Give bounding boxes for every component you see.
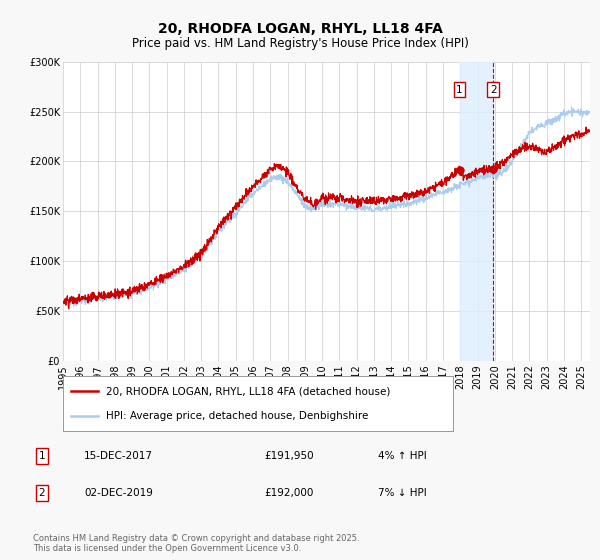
Text: 4% ↑ HPI: 4% ↑ HPI <box>378 451 427 461</box>
Text: 2: 2 <box>490 85 497 95</box>
Text: 7% ↓ HPI: 7% ↓ HPI <box>378 488 427 498</box>
Text: 15-DEC-2017: 15-DEC-2017 <box>84 451 153 461</box>
Text: £191,950: £191,950 <box>264 451 314 461</box>
Text: 2: 2 <box>38 488 46 498</box>
Bar <box>460 62 493 361</box>
Text: 1: 1 <box>38 451 46 461</box>
Text: Price paid vs. HM Land Registry's House Price Index (HPI): Price paid vs. HM Land Registry's House … <box>131 37 469 50</box>
Text: 02-DEC-2019: 02-DEC-2019 <box>84 488 153 498</box>
Text: £192,000: £192,000 <box>264 488 313 498</box>
Text: 20, RHODFA LOGAN, RHYL, LL18 4FA: 20, RHODFA LOGAN, RHYL, LL18 4FA <box>158 22 442 36</box>
Text: 20, RHODFA LOGAN, RHYL, LL18 4FA (detached house): 20, RHODFA LOGAN, RHYL, LL18 4FA (detach… <box>106 386 390 396</box>
Text: HPI: Average price, detached house, Denbighshire: HPI: Average price, detached house, Denb… <box>106 412 368 421</box>
Text: Contains HM Land Registry data © Crown copyright and database right 2025.
This d: Contains HM Land Registry data © Crown c… <box>33 534 359 553</box>
Text: 1: 1 <box>456 85 463 95</box>
